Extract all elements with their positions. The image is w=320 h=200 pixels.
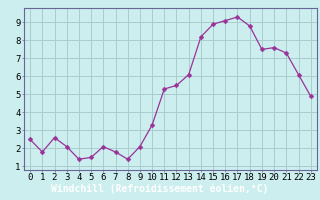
Text: Windchill (Refroidissement éolien,°C): Windchill (Refroidissement éolien,°C) — [51, 183, 269, 194]
